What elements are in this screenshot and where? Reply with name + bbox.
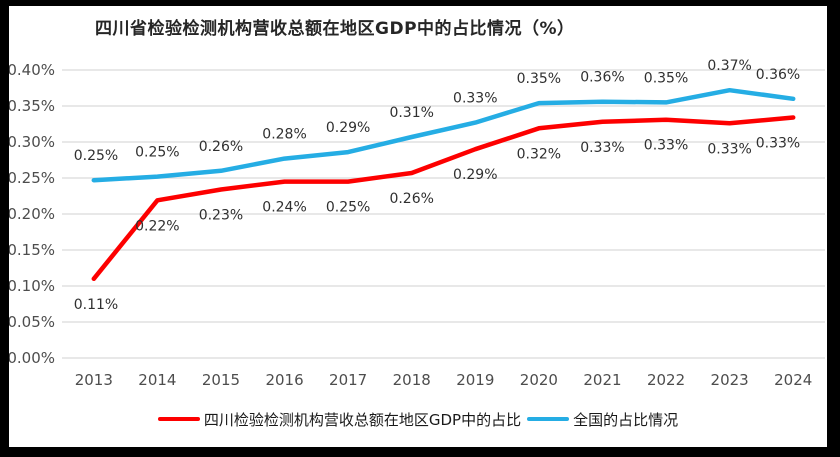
x-tick-label: 2016	[265, 371, 303, 389]
x-tick-label: 2013	[75, 371, 113, 389]
data-label: 0.25%	[326, 200, 370, 216]
y-tick-label: 0.10%	[9, 277, 55, 295]
data-label: 0.26%	[389, 191, 433, 207]
x-tick-label: 2015	[202, 371, 240, 389]
y-tick-label: 0.40%	[9, 61, 55, 79]
x-tick-label: 2014	[138, 371, 176, 389]
y-tick-label: 0.25%	[9, 169, 55, 187]
series-line-1	[91, 87, 796, 183]
series-line-0	[91, 115, 796, 282]
chart-legend: 四川检验检测机构营收总额在地区GDP中的占比 全国的占比情况	[9, 408, 827, 430]
data-label: 0.25%	[74, 148, 118, 164]
data-label: 0.36%	[580, 70, 624, 86]
legend-label-national: 全国的占比情况	[573, 410, 679, 429]
data-label: 0.22%	[135, 218, 179, 234]
data-label: 0.25%	[135, 145, 179, 161]
legend-line-sample-national	[527, 416, 570, 422]
data-label: 0.36%	[756, 67, 800, 83]
y-tick-label: 0.00%	[9, 349, 55, 367]
y-tick-label: 0.20%	[9, 205, 55, 223]
legend-label-sichuan: 四川检验检测机构营收总额在地区GDP中的占比	[203, 410, 522, 429]
chart-title: 四川省检验检测机构营收总额在地区GDP中的占比情况（%）	[95, 19, 575, 39]
data-label: 0.33%	[453, 91, 497, 107]
y-tick-label: 0.15%	[9, 241, 55, 259]
y-tick-label: 0.35%	[9, 97, 55, 115]
x-tick-label: 2018	[393, 371, 431, 389]
legend-item-national: 全国的占比情况	[527, 409, 678, 430]
data-label: 0.28%	[262, 127, 306, 143]
chart-canvas: 四川省检验检测机构营收总额在地区GDP中的占比情况（%） 0.00% 0.05% 0…	[9, 6, 827, 447]
data-label: 0.35%	[644, 70, 688, 86]
data-label: 0.29%	[326, 120, 370, 136]
data-label: 0.33%	[580, 140, 624, 156]
x-tick-label: 2019	[456, 371, 494, 389]
y-tick-label: 0.30%	[9, 133, 55, 151]
x-tick-label: 2023	[711, 371, 749, 389]
data-label: 0.24%	[262, 200, 306, 216]
y-tick-label: 0.05%	[9, 313, 55, 331]
data-label: 0.33%	[756, 136, 800, 152]
data-label: 0.33%	[707, 141, 751, 157]
line-chart: 0.00% 0.05% 0.10% 0.15% 0.20% 0.25% 0.30% 0.35%…	[9, 58, 825, 389]
x-tick-label: 2022	[647, 371, 685, 389]
data-label: 0.37%	[707, 58, 751, 74]
data-label: 0.23%	[199, 208, 243, 224]
data-label: 0.26%	[199, 139, 243, 155]
x-tick-label: 2024	[774, 371, 812, 389]
legend-line-sample-sichuan	[157, 416, 200, 422]
data-label: 0.11%	[74, 297, 118, 313]
data-label: 0.33%	[644, 138, 688, 154]
x-tick-label: 2021	[583, 371, 621, 389]
x-tick-label: 2020	[520, 371, 558, 389]
data-label: 0.35%	[517, 71, 561, 87]
data-label: 0.29%	[453, 167, 497, 183]
legend-item-sichuan: 四川检验检测机构营收总额在地区GDP中的占比	[157, 409, 522, 430]
data-label: 0.32%	[517, 146, 561, 162]
data-label: 0.31%	[389, 105, 433, 121]
x-tick-label: 2017	[329, 371, 367, 389]
